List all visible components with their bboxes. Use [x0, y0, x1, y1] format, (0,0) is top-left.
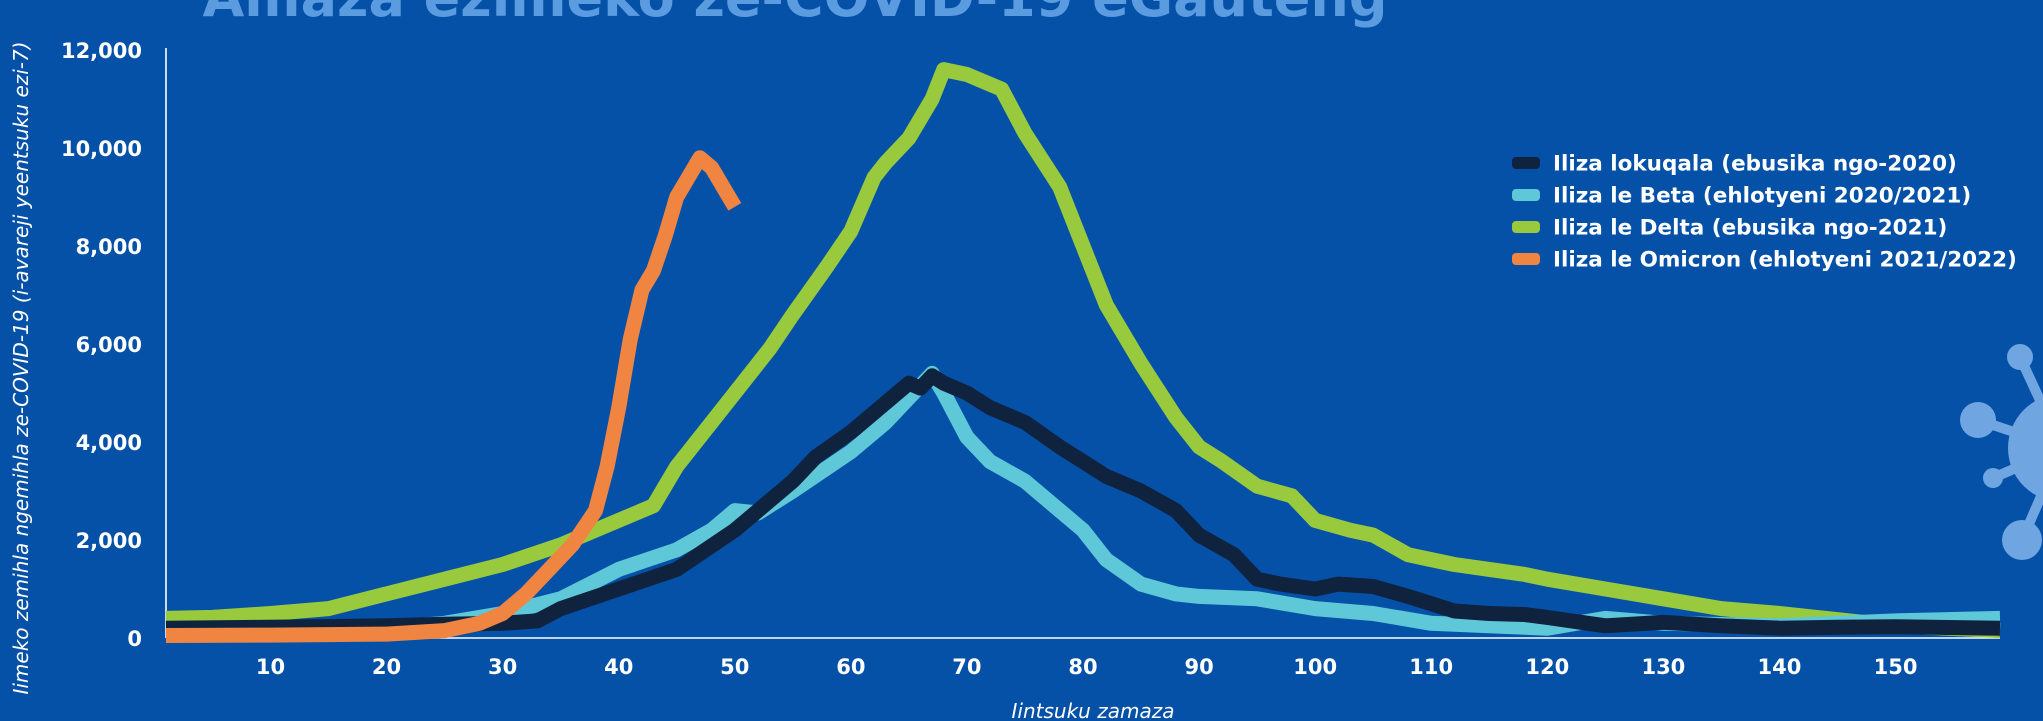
chart-axes [165, 48, 2000, 639]
x-tick-label: 80 [1068, 655, 1097, 679]
x-tick-label: 130 [1641, 655, 1685, 679]
y-tick-label: 12,000 [61, 39, 142, 63]
x-tick-label: 10 [256, 655, 285, 679]
y-tick-label: 6,000 [76, 333, 142, 357]
legend-swatch [1512, 253, 1540, 265]
x-tick-label: 40 [604, 655, 633, 679]
x-tick-label: 50 [720, 655, 749, 679]
x-tick-label: 120 [1525, 655, 1569, 679]
x-tick-label: 70 [952, 655, 981, 679]
series-line-iliza-lokuqala [165, 368, 2001, 636]
y-axis-ticks: 0 2,000 4,000 6,000 8,000 10,000 12,000 [61, 39, 142, 651]
x-tick-label: 150 [1874, 655, 1918, 679]
legend-entry-label: Iliza lokuqala (ebusika ngo-2020) [1553, 152, 1957, 177]
legend-entry-label: Iliza le Omicron (ehlotyeni 2021/2022) [1553, 248, 2017, 273]
legend-entry-label: Iliza le Beta (ehlotyeni 2020/2021) [1553, 184, 1971, 209]
y-tick-label: 4,000 [76, 431, 142, 455]
legend-entry-label: Iliza le Delta (ebusika ngo-2021) [1553, 216, 1947, 241]
x-axis-ticks: 10 20 30 40 50 60 70 80 90 100 110 120 130 140 150 [256, 655, 1918, 679]
legend-swatch [1512, 221, 1540, 233]
x-tick-label: 90 [1184, 655, 1213, 679]
x-tick-label: 20 [372, 655, 401, 679]
y-tick-label: 8,000 [76, 235, 142, 259]
series-line-iliza-le-omicron [165, 150, 742, 643]
x-tick-label: 60 [836, 655, 865, 679]
series-line-iliza-le-delta [165, 62, 2001, 639]
y-tick-label: 0 [127, 627, 142, 651]
series-line-iliza-le-beta [165, 365, 2001, 639]
x-tick-label: 110 [1409, 655, 1453, 679]
x-tick-label: 100 [1293, 655, 1337, 679]
x-axis-label: Iintsuku zamaza [1012, 699, 1175, 721]
y-tick-label: 2,000 [76, 529, 142, 553]
legend-swatch [1512, 157, 1540, 169]
y-axis-label: Iimeko zemihla ngemihla ze-COVID-19 (i-a… [9, 41, 33, 694]
x-tick-label: 30 [488, 655, 517, 679]
legend: Iliza lokuqala (ebusika ngo-2020) Iliza l… [1512, 152, 2017, 273]
series-lines [165, 62, 2001, 643]
chart-title: Amaza ezimeko ze-COVID-19 eGauteng [0, 0, 1590, 29]
virus-decoration-icon [1960, 344, 2043, 560]
legend-swatch [1512, 189, 1540, 201]
x-tick-label: 140 [1758, 655, 1802, 679]
y-tick-label: 10,000 [61, 137, 142, 161]
